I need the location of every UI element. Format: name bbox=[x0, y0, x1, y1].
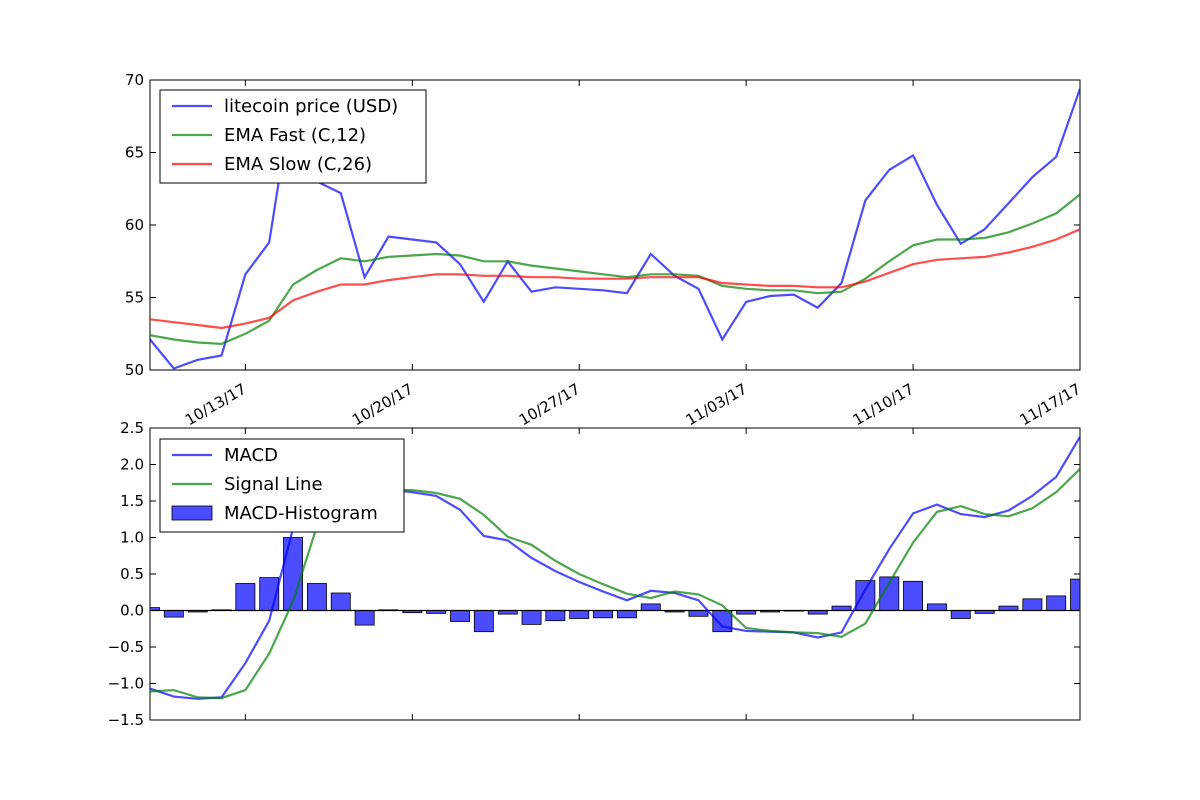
histogram-bar bbox=[235, 583, 256, 611]
y-tick-label: 2.0 bbox=[120, 456, 144, 474]
histogram-bar bbox=[831, 605, 852, 611]
x-tick-label: 11/03/17 bbox=[683, 380, 750, 429]
y-tick-label: 1.0 bbox=[120, 529, 144, 547]
histogram-bar bbox=[688, 610, 709, 617]
histogram-bar bbox=[330, 592, 351, 611]
histogram-bar bbox=[855, 580, 876, 611]
histogram-bar bbox=[163, 610, 184, 618]
histogram-bar bbox=[450, 610, 471, 622]
histogram-bar bbox=[473, 610, 494, 633]
histogram-bar bbox=[927, 603, 947, 611]
y-tick-label: 70 bbox=[125, 71, 144, 89]
price-ema-panel: 50 55 60 65 70 10/13/17 10/20/17 10/27/17 11/03/… bbox=[125, 71, 1084, 429]
histogram-bar bbox=[640, 603, 661, 611]
histogram-bar bbox=[545, 610, 566, 622]
series-line-2 bbox=[150, 228, 1080, 330]
legend-label-1: Signal Line bbox=[224, 474, 323, 495]
y-tick-label: 0.0 bbox=[120, 602, 144, 620]
series-line-1 bbox=[150, 193, 1080, 346]
y-tick-label: −0.5 bbox=[108, 638, 144, 656]
macd-panel: −1.5 −1.0 −0.5 0.0 0.5 1.0 1.5 2.0 2.5 MACD Signal… bbox=[108, 419, 1081, 729]
x-tick-label: 10/27/17 bbox=[516, 380, 583, 429]
y-tick-label: −1.0 bbox=[108, 675, 144, 693]
y-tick-label: 50 bbox=[125, 361, 144, 379]
legend-swatch-2 bbox=[171, 505, 213, 521]
histogram-bar bbox=[1022, 598, 1043, 611]
y-tick-label: 55 bbox=[125, 289, 144, 307]
legend-label-1: EMA Fast (C,12) bbox=[224, 125, 366, 146]
y-tick-label: 1.5 bbox=[120, 492, 144, 510]
legend-label-2: EMA Slow (C,26) bbox=[224, 154, 372, 175]
y-tick-label: 0.5 bbox=[120, 565, 144, 583]
x-tick-label: 11/17/17 bbox=[1017, 380, 1084, 429]
series-line-1 bbox=[150, 468, 1080, 700]
y-tick-label: 60 bbox=[125, 216, 144, 234]
histogram-bar bbox=[903, 580, 924, 611]
y-tick-label: 65 bbox=[125, 144, 144, 162]
legend-label-2: MACD-Histogram bbox=[224, 503, 378, 524]
y-tick-label: −1.5 bbox=[108, 711, 144, 729]
legend-label-0: MACD bbox=[224, 445, 278, 466]
histogram-bar bbox=[950, 610, 971, 619]
histogram-bar bbox=[1046, 595, 1067, 611]
histogram-bar bbox=[569, 610, 590, 619]
histogram-bar bbox=[521, 610, 542, 625]
x-tick-label: 10/13/17 bbox=[182, 380, 249, 429]
histogram-bar bbox=[617, 610, 637, 619]
x-tick-label: 10/20/17 bbox=[349, 380, 416, 429]
y-tick-label: 2.5 bbox=[120, 419, 144, 437]
x-tick-label: 11/10/17 bbox=[850, 380, 917, 429]
legend-label-0: litecoin price (USD) bbox=[224, 96, 398, 117]
histogram-bar bbox=[1070, 578, 1080, 611]
histogram-bar bbox=[998, 605, 1019, 611]
histogram-bar bbox=[593, 610, 614, 619]
histogram-bar bbox=[354, 610, 375, 626]
histogram-bar bbox=[306, 583, 327, 611]
